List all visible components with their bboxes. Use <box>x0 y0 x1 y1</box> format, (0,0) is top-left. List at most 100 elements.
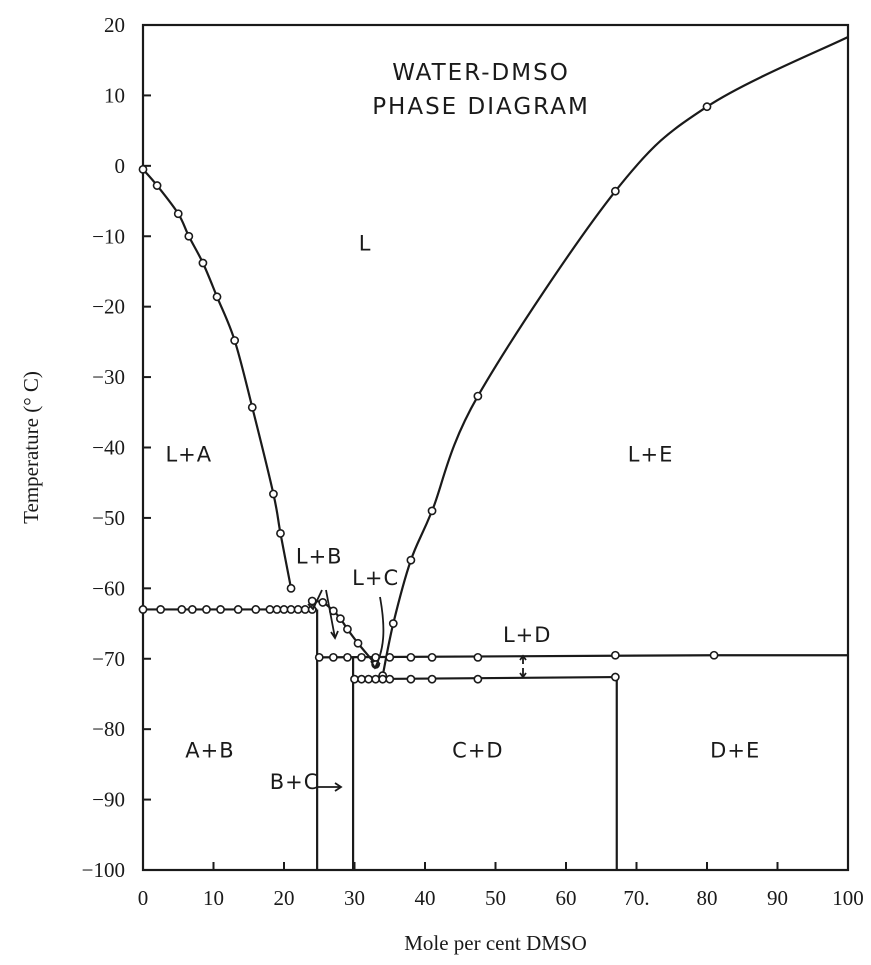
data-point-eutectic-c-d <box>406 674 416 684</box>
region-label-cd: C+D <box>452 738 503 762</box>
y-tick-label: −100 <box>82 858 125 882</box>
data-point-eutectic-a-b <box>202 605 211 614</box>
y-tick-label: −10 <box>92 224 125 248</box>
data-point-eutectic-a-b <box>293 605 303 614</box>
line-peritectic-b-c <box>317 654 848 659</box>
data-point-peritectic-b-c <box>357 652 366 662</box>
data-point-water-liquidus <box>138 164 148 174</box>
region-labels-group: L L+A L+E L+B L+C L+D A+B B+C C+D D+E <box>165 231 760 794</box>
data-point-water-liquidus <box>198 258 208 268</box>
arrowhead-l-plus-c <box>370 660 381 670</box>
data-point-water-liquidus <box>269 489 278 499</box>
x-tick-label: 50 <box>485 886 506 910</box>
x-tick-label: 20 <box>274 886 295 910</box>
y-tick-label: −30 <box>92 365 125 389</box>
data-point-b-liquidus <box>318 598 328 607</box>
points-group <box>138 102 719 684</box>
y-tick-label: −70 <box>92 647 125 671</box>
data-point-water-liquidus <box>286 583 296 593</box>
data-point-dmso-liquidus <box>406 555 416 565</box>
data-point-b-liquidus <box>343 624 352 634</box>
data-point-eutectic-c-d <box>385 674 395 684</box>
data-point-eutectic-a-b <box>251 605 261 614</box>
line-water-liquidus <box>142 168 293 589</box>
data-point-dmso-liquidus <box>473 391 483 401</box>
axes-group: 0 10 20 30 40 50 60 70. 80 90 10020100−10−20−30−40… <box>19 13 864 955</box>
data-point-eutectic-a-b <box>272 605 282 614</box>
data-point-eutectic-c-d <box>473 674 483 684</box>
data-point-eutectic-c-d <box>378 674 388 684</box>
y-tick-label: −40 <box>92 436 125 460</box>
x-tick-label: 60 <box>556 886 577 910</box>
data-point-water-liquidus <box>276 529 285 538</box>
data-point-eutectic-a-b <box>286 605 296 614</box>
data-point-dmso-liquidus <box>702 102 712 112</box>
x-tick-label: 70. <box>623 886 649 910</box>
x-tick-label: 10 <box>203 886 224 910</box>
y-tick-label: −60 <box>92 576 125 600</box>
region-label-bc: B+C <box>270 770 320 794</box>
y-axis-title: Temperature (° C) <box>19 371 43 524</box>
y-tick-label: 10 <box>104 83 125 107</box>
arrowhead-b-plus-c <box>334 782 343 792</box>
data-point-b-liquidus <box>353 638 363 648</box>
data-point-peritectic-b-c <box>427 652 437 662</box>
data-point-eutectic-a-b <box>265 605 275 614</box>
data-point-eutectic-a-b <box>216 605 225 614</box>
data-point-water-liquidus <box>173 209 183 219</box>
data-point-peritectic-b-c <box>610 650 620 660</box>
y-tick-label: −90 <box>92 788 125 812</box>
data-point-eutectic-a-b <box>156 605 166 614</box>
arrow-l-plus-b-right <box>325 589 336 639</box>
x-tick-label: 0 <box>138 886 149 910</box>
data-point-peritectic-b-c <box>343 652 352 662</box>
data-point-water-liquidus <box>212 292 222 302</box>
region-label-lc: L+C <box>352 566 399 590</box>
chart-subtitle: PHASE DIAGRAM <box>372 94 590 120</box>
x-tick-label: 30 <box>344 886 365 910</box>
region-label-lb: L+B <box>296 545 343 569</box>
x-tick-label: 100 <box>832 886 864 910</box>
data-point-b-liquidus <box>335 614 345 624</box>
data-point-dmso-liquidus <box>388 619 398 628</box>
region-label-la: L+A <box>165 443 212 467</box>
arrows-group <box>307 589 527 792</box>
data-point-eutectic-a-b <box>233 605 243 614</box>
data-point-dmso-liquidus <box>427 506 437 516</box>
data-point-water-liquidus <box>247 402 257 412</box>
x-tick-label: 40 <box>415 886 436 910</box>
arrowhead-l-plus-d-up <box>519 654 527 661</box>
arrowhead-l-plus-b-left <box>307 601 317 611</box>
y-tick-label: 0 <box>115 154 126 178</box>
data-point-eutectic-c-d <box>610 672 620 682</box>
y-tick-label: −80 <box>92 717 125 741</box>
data-point-eutectic-c-d <box>427 674 437 684</box>
data-point-eutectic-c-d <box>364 674 373 684</box>
data-point-peritectic-b-c <box>314 652 324 662</box>
arrowhead-l-plus-b-right <box>330 630 339 640</box>
data-point-eutectic-a-b <box>177 605 187 614</box>
data-point-eutectic-a-b <box>300 605 310 614</box>
data-point-peritectic-b-c <box>328 652 338 662</box>
y-tick-label: −20 <box>92 295 125 319</box>
data-point-water-liquidus <box>184 231 194 241</box>
data-point-water-liquidus <box>152 181 162 190</box>
arrowhead-l-plus-d-down <box>519 672 527 679</box>
data-point-peritectic-b-c <box>385 652 395 662</box>
region-label-le: L+E <box>628 443 674 467</box>
data-point-eutectic-c-d <box>350 674 359 684</box>
data-point-eutectic-a-b <box>187 605 197 614</box>
region-label-ab: A+B <box>185 738 234 762</box>
data-point-eutectic-a-b <box>279 605 289 614</box>
y-tick-label: 20 <box>104 13 125 37</box>
data-point-peritectic-b-c <box>473 652 483 662</box>
region-label-ld: L+D <box>503 623 551 647</box>
chart-title: WATER-DMSO <box>392 60 570 86</box>
data-point-eutectic-c-d <box>371 674 381 684</box>
x-axis-title: Mole per cent DMSO <box>404 931 587 955</box>
arrow-l-plus-c <box>374 596 385 669</box>
data-point-peritectic-b-c <box>709 650 719 660</box>
x-tick-label: 90 <box>767 886 788 910</box>
region-label-de: D+E <box>710 738 760 762</box>
